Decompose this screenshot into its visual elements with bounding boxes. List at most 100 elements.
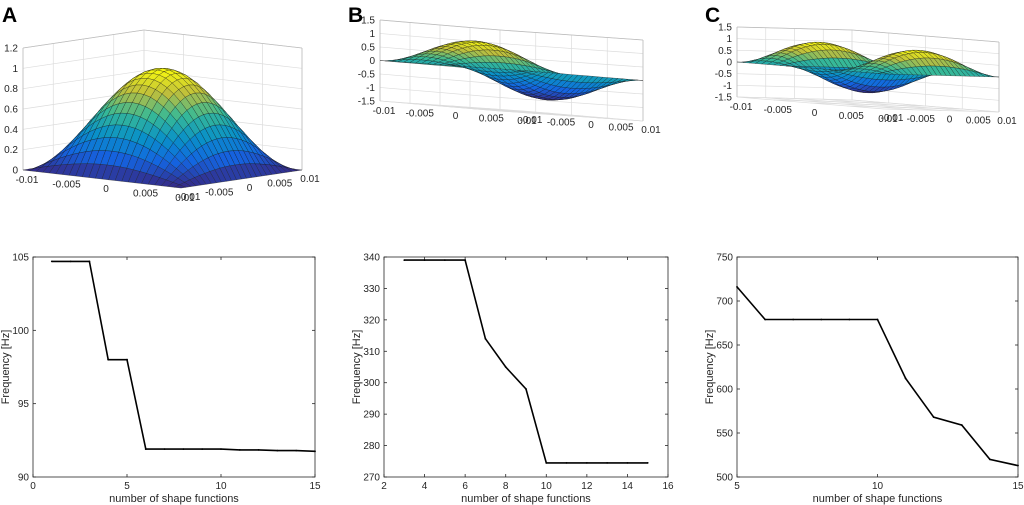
x-tick-label: 0.01 (878, 114, 898, 125)
data-point (220, 448, 222, 451)
y-tick-label: 290 (363, 410, 380, 421)
box-edge (379, 19, 501, 31)
x-tick-label: 2 (381, 481, 387, 492)
z-tick-label: 0.6 (4, 105, 18, 116)
floor-grid-line (765, 97, 913, 111)
frequency-series-line (51, 260, 316, 453)
x-tick-label: 0.01 (175, 193, 195, 204)
frequency-series-line (736, 286, 1019, 467)
data-point (904, 377, 907, 380)
data-point (764, 318, 766, 321)
y-tick-label: 600 (716, 385, 733, 396)
y-axis-label: Frequency [Hz] (704, 330, 716, 405)
x-tick-label: 0 (103, 184, 109, 195)
y-tick-label: 320 (363, 315, 380, 326)
z-tick-label: 0 (369, 56, 375, 67)
z-tick-label: 0 (12, 166, 18, 177)
data-point (238, 448, 241, 451)
x-tick-label: 0 (453, 111, 459, 122)
frequency-chart-c: 5 10 15 500 550 600 650 700 750 number of shape f… (704, 253, 1024, 505)
z-tick-label: 0.5 (361, 43, 375, 54)
y-tick-label: 100 (12, 326, 29, 337)
y-tick-label: 500 (716, 473, 733, 484)
surface-facet (877, 72, 889, 75)
z-tick-label: -1 (366, 83, 375, 94)
x-tick-label: -0.01 (730, 102, 753, 113)
data-point (201, 448, 204, 451)
data-point (820, 318, 823, 321)
data-point (144, 448, 147, 451)
y-tick-label: 0.01 (641, 125, 661, 136)
data-point (545, 461, 548, 464)
y-tick-label: 340 (363, 253, 380, 264)
data-point (585, 461, 588, 464)
data-point (107, 358, 110, 361)
data-point (606, 461, 609, 464)
y-tick-label: -0.005 (907, 114, 936, 125)
y-axis-label: Frequency [Hz] (0, 330, 12, 405)
y-tick-label: 310 (363, 347, 380, 358)
floor-grid-line (379, 100, 524, 112)
floor-grid-line (522, 110, 644, 122)
data-point (443, 259, 446, 262)
x-tick-label: -0.005 (764, 105, 793, 116)
panel-label-b: B (348, 4, 363, 27)
x-axis-label: number of shape functions (461, 493, 591, 505)
y-tick-label: 0.01 (300, 174, 320, 185)
y-tick-label: -0.01 (881, 113, 904, 124)
box-edge (143, 29, 303, 49)
y-tick-label: 90 (18, 473, 30, 484)
y-tick-label: 330 (363, 284, 380, 295)
x-tick-label: 14 (622, 481, 634, 492)
y-tick-label: 700 (716, 297, 733, 308)
data-point (525, 388, 527, 390)
data-point (295, 449, 298, 452)
data-point (646, 461, 649, 464)
data-point (257, 448, 260, 451)
x-tick-label: 10 (872, 481, 884, 492)
frequency-series-line (404, 259, 648, 464)
x-tick-label: 5 (734, 481, 740, 492)
x-tick-label: 0 (812, 108, 818, 119)
data-point (314, 450, 316, 453)
z-grid-line (22, 29, 303, 49)
data-point (403, 259, 406, 262)
x-tick-label: 0.005 (839, 111, 864, 122)
z-tick-label: 1 (12, 64, 18, 75)
floor-grid-line (847, 105, 963, 110)
x-tick-label: 10 (215, 481, 227, 492)
data-point (182, 448, 185, 451)
floor-grid-line (736, 96, 885, 110)
surface-plot-a: 0 0.2 0.4 0.6 0.8 1 1.2 -0.01 -0.005 0 0.005 0.01 0.… (4, 29, 320, 204)
surface-plot-b: -1.5 -1 -0.5 0 0.5 1 1.5 -0.01 -0.005 0 0.005 0.01 0… (358, 16, 661, 137)
z-tick-label: 1.2 (4, 44, 18, 55)
data-point (792, 318, 795, 321)
frequency-chart-a: 0 5 10 15 90 95 100 105 number of shape function… (0, 253, 321, 505)
y-tick-label: 0 (588, 120, 594, 131)
x-tick-label: 0 (30, 481, 36, 492)
data-point (69, 260, 72, 263)
y-tick-label: 0 (947, 115, 953, 126)
data-point (484, 337, 487, 340)
data-point (736, 286, 738, 288)
y-tick-label: 0.01 (997, 116, 1017, 127)
z-tick-label: 0 (726, 58, 732, 69)
x-tick-label: 6 (462, 481, 468, 492)
data-point (126, 358, 128, 361)
x-tick-label: -0.01 (373, 106, 396, 117)
z-grid-line (22, 49, 303, 69)
x-tick-label: 0.005 (479, 114, 504, 125)
plot-frame (736, 256, 1019, 478)
surface-plot-c: -1.5-1-0.500.511.5-0.01 -0.005 0 0.005 0.01 0… (715, 23, 1017, 128)
plot-frame (383, 256, 669, 478)
data-point (163, 448, 166, 451)
x-tick-label: -0.005 (52, 180, 81, 191)
frequency-chart-b: 2 4 6 8 10 12 14 16 270 280 290 300 310 320 330 340 numb… (351, 253, 674, 505)
plot-frame (32, 256, 316, 478)
box-edge (851, 29, 1000, 43)
z-tick-label: 1 (369, 29, 375, 40)
z-tick-label: 1.5 (361, 16, 375, 27)
data-point (504, 366, 507, 368)
y-tick-label: -0.01 (520, 115, 543, 126)
x-tick-label: 4 (422, 481, 428, 492)
